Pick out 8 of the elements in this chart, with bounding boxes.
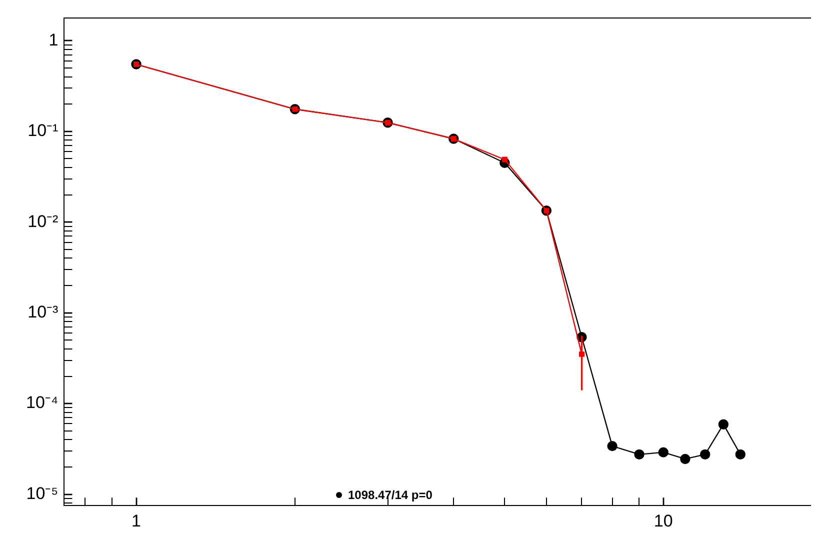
y-tick-label: 10⁻⁵ xyxy=(26,484,58,503)
y-tick-label: 10⁻⁴ xyxy=(26,393,58,412)
y-tick-label: 10⁻² xyxy=(28,212,59,231)
y-tick-label: 1 xyxy=(48,30,58,50)
x-tick-label: 10 xyxy=(654,511,673,530)
y-tick-label: 10⁻¹ xyxy=(28,121,59,140)
annotation: 1098.47/14 p=0 xyxy=(348,488,432,502)
y-tick-label: 10⁻³ xyxy=(28,302,59,322)
